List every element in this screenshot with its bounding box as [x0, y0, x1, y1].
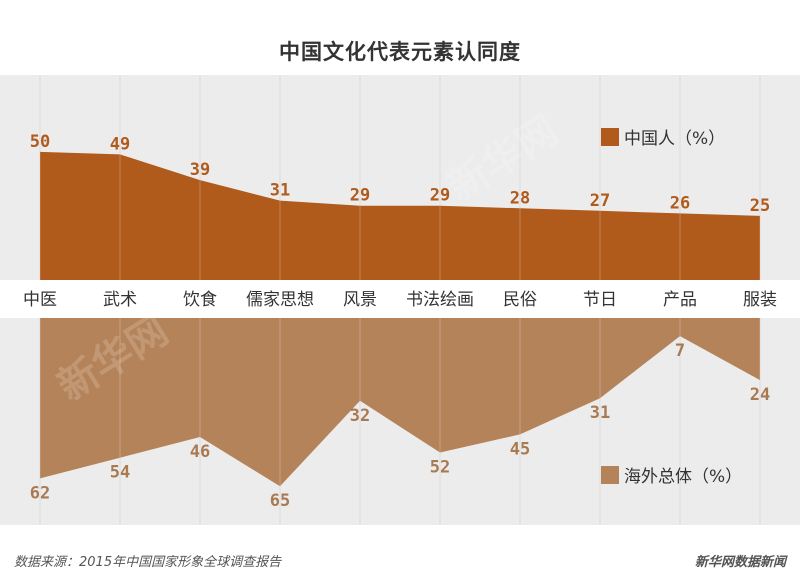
overseas-data-label: 45: [510, 439, 530, 459]
category-label: 饮食: [183, 290, 217, 310]
china-area: [40, 151, 760, 280]
china-data-label: 26: [670, 193, 690, 213]
china-data-label: 27: [590, 191, 610, 211]
china-data-label: 31: [270, 181, 290, 201]
brand-label: 新华网数据新闻: [694, 555, 786, 570]
legend-china: 中国人（%）: [601, 124, 725, 149]
category-label: 服装: [743, 290, 777, 310]
category-label: 书法绘画: [406, 290, 474, 310]
source-note: 数据来源：2015年中国国家形象全球调查报告: [14, 555, 282, 570]
overseas-data-label: 32: [350, 406, 370, 426]
legend-overseas-label: 海外总体（%）: [624, 467, 743, 487]
category-label: 产品: [663, 290, 697, 310]
chart-title: 中国文化代表元素认同度: [279, 40, 521, 64]
category-label: 节日: [583, 290, 617, 310]
china-data-label: 29: [350, 186, 370, 206]
overseas-data-label: 54: [110, 463, 130, 483]
category-label: 民俗: [503, 290, 537, 310]
category-label: 武术: [103, 290, 137, 310]
overseas-data-label: 31: [590, 403, 610, 423]
category-label: 风景: [343, 290, 377, 310]
legend-overseas: 海外总体（%）: [601, 462, 742, 487]
category-label: 中医: [23, 290, 57, 310]
overseas-area: [40, 318, 760, 487]
china-data-label: 49: [110, 134, 130, 154]
china-data-label: 28: [510, 188, 530, 208]
watermark: 新华网: [440, 108, 566, 211]
overseas-data-label: 46: [190, 442, 210, 462]
legend-china-label: 中国人（%）: [624, 129, 726, 149]
overseas-data-label: 24: [750, 385, 770, 405]
overseas-data-label: 52: [430, 458, 450, 478]
category-label: 儒家思想: [246, 290, 314, 310]
overseas-data-label: 65: [270, 491, 290, 511]
overseas-data-label: 7: [675, 341, 685, 361]
overseas-data-label: 62: [30, 483, 50, 503]
china-data-label: 25: [750, 196, 770, 216]
china-data-label: 50: [30, 132, 50, 152]
legend-overseas-swatch: [601, 465, 619, 484]
china-data-label: 29: [430, 186, 450, 206]
footer: 数据来源：2015年中国国家形象全球调查报告 新华网数据新闻: [0, 546, 800, 573]
legend-china-swatch: [601, 127, 619, 146]
china-data-label: 39: [190, 160, 210, 180]
